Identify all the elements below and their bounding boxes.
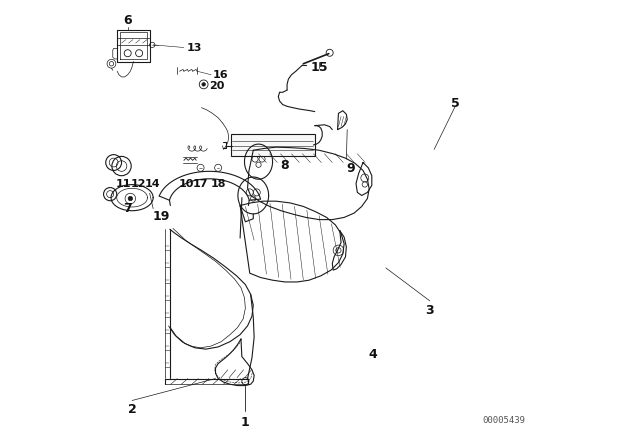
Text: 14: 14 bbox=[145, 179, 160, 189]
Circle shape bbox=[202, 82, 205, 86]
Text: 12: 12 bbox=[131, 179, 146, 189]
Text: 15: 15 bbox=[310, 60, 328, 73]
Text: 16: 16 bbox=[212, 70, 228, 80]
Text: 11: 11 bbox=[116, 179, 131, 189]
Text: 1: 1 bbox=[241, 416, 250, 429]
FancyBboxPatch shape bbox=[231, 134, 315, 156]
Text: 17: 17 bbox=[193, 179, 209, 189]
Text: 10: 10 bbox=[179, 179, 194, 189]
Text: 7: 7 bbox=[124, 202, 132, 215]
Text: 3: 3 bbox=[426, 304, 434, 317]
Text: 13: 13 bbox=[187, 43, 203, 52]
Text: 19: 19 bbox=[152, 210, 170, 223]
Text: 2: 2 bbox=[128, 403, 136, 416]
Text: 9: 9 bbox=[346, 162, 355, 175]
Text: 4: 4 bbox=[368, 348, 377, 361]
Text: 5: 5 bbox=[451, 97, 460, 110]
Text: 18: 18 bbox=[211, 179, 226, 189]
Text: 8: 8 bbox=[280, 159, 289, 172]
Text: 6: 6 bbox=[124, 14, 132, 27]
Circle shape bbox=[128, 196, 132, 201]
Text: 20: 20 bbox=[209, 81, 225, 90]
Text: 00005439: 00005439 bbox=[483, 416, 525, 425]
